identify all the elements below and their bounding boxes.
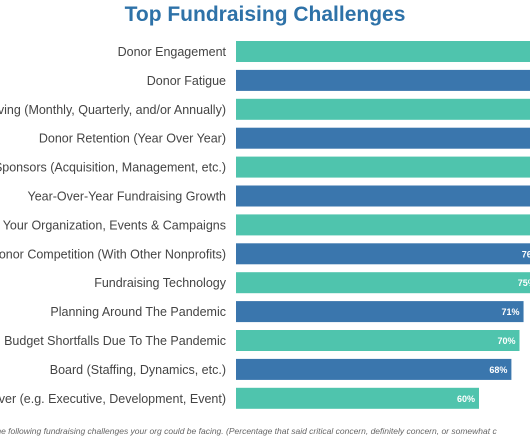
bar-7 — [236, 214, 530, 236]
value-label: 76% — [522, 249, 530, 259]
category-label: Fundraising Technology — [94, 276, 227, 290]
value-label: 70% — [497, 336, 515, 346]
bar-chart: Donor Engagement Donor Fatigue Giving (Mon… — [0, 41, 530, 409]
bar-12 — [236, 358, 512, 380]
bar-1 — [236, 41, 530, 62]
bar-2 — [236, 69, 530, 91]
category-label: Donor Retention (Year Over Year) — [39, 132, 226, 146]
bar-5 — [236, 156, 530, 178]
chart-footnote: the following fundraising challenges you… — [0, 426, 497, 436]
chart-title: Top Fundraising Challenges — [124, 3, 406, 26]
bar-6 — [236, 185, 530, 207]
category-label: Sponsors (Acquisition, Management, etc.) — [0, 161, 226, 175]
category-label: Planning Around The Pandemic — [50, 305, 226, 319]
bar-11 — [236, 330, 520, 351]
value-label: 75% — [518, 278, 530, 288]
bar-13 — [236, 387, 479, 409]
category-label: eting Your Organization, Events & Campai… — [0, 218, 226, 232]
category-label: Donor Fatigue — [147, 74, 226, 88]
bar-9 — [236, 272, 530, 294]
value-label: 68% — [489, 365, 507, 375]
category-label: Donor Engagement — [118, 45, 227, 59]
category-label: Budget Shortfalls Due To The Pandemic — [4, 334, 226, 348]
category-label: Donor Competition (With Other Nonprofits… — [0, 247, 226, 261]
bar-4 — [236, 127, 530, 149]
category-label: Giving (Monthly, Quarterly, and/or Annua… — [0, 103, 226, 117]
bar-8 — [236, 243, 530, 265]
value-label: 60% — [457, 394, 475, 404]
category-label: Year-Over-Year Fundraising Growth — [28, 190, 227, 204]
value-label: 71% — [502, 307, 520, 317]
category-label: urnover (e.g. Executive, Development, Ev… — [0, 392, 226, 406]
bar-3 — [236, 98, 530, 120]
category-label: Board (Staffing, Dynamics, etc.) — [50, 363, 226, 377]
bar-10 — [236, 301, 524, 323]
